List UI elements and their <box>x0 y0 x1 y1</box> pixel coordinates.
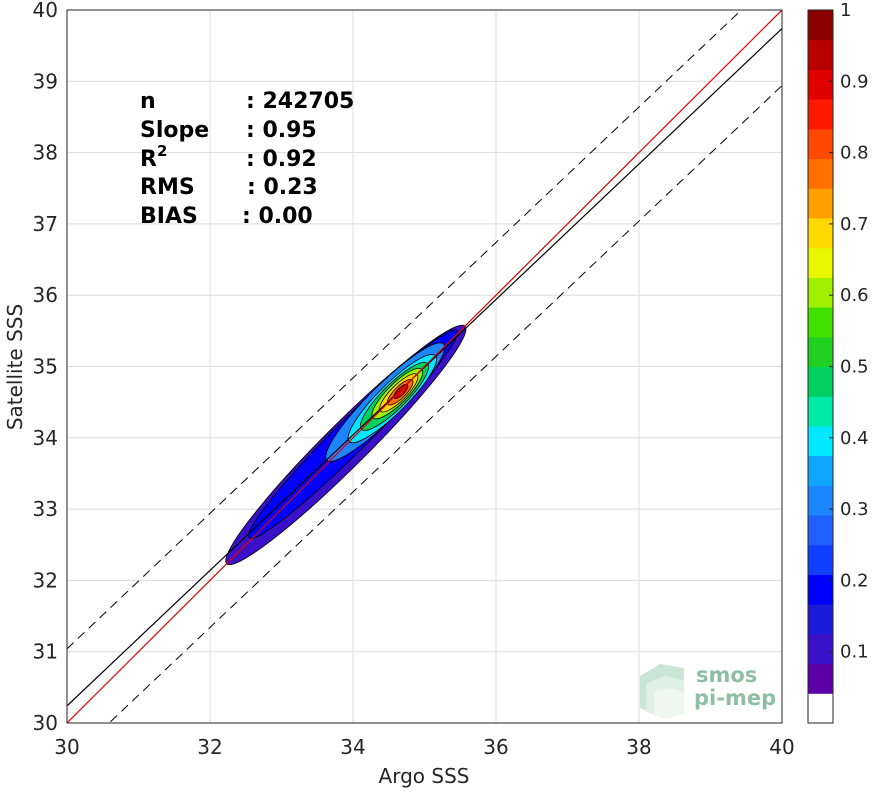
smos-pimep-logo: smos pi-mep <box>640 663 776 718</box>
colorbar-tick-label: 1 <box>840 0 851 21</box>
y-tick-label: 30 <box>33 711 58 735</box>
colorbar-segment <box>808 425 833 457</box>
stat-value: : 0.23 <box>247 175 318 200</box>
colorbar-segment <box>808 693 833 724</box>
colorbar-segment <box>808 99 833 130</box>
colorbar <box>807 9 834 724</box>
y-tick-labels: 30 31 32 33 34 35 36 37 38 39 40 <box>33 0 58 735</box>
colorbar-segment <box>808 39 833 70</box>
colorbar-segment <box>808 277 833 308</box>
y-tick-label: 35 <box>33 355 58 379</box>
colorbar-tick-label: 0.1 <box>840 642 869 663</box>
stat-value: : 0.92 <box>246 147 317 172</box>
x-tick-label: 34 <box>340 735 365 759</box>
stat-label: n <box>140 89 156 114</box>
stat-label: BIAS <box>140 204 198 229</box>
y-tick-label: 32 <box>33 568 58 592</box>
colorbar-segment <box>808 574 833 605</box>
colorbar-segment <box>808 544 833 575</box>
colorbar-segment <box>808 366 833 397</box>
colorbar-segment <box>808 485 833 516</box>
x-tick-label: 30 <box>54 735 79 759</box>
colorbar-segment <box>808 396 833 427</box>
y-tick-label: 33 <box>33 497 58 521</box>
logo-graphic-icon <box>640 664 684 718</box>
y-tick-label: 31 <box>33 640 58 664</box>
colorbar-segment <box>808 158 833 189</box>
colorbar-segment <box>808 515 833 546</box>
y-axis-label: Satellite SSS <box>3 304 27 430</box>
upper-bound-line <box>67 10 743 650</box>
statistics-box: n : 242705 Slope : 0.95 R2 : 0.92 RMS : 0.23 BIA… <box>140 89 354 229</box>
density-contour-level <box>393 384 409 399</box>
stat-value: : 242705 <box>246 89 354 114</box>
y-tick-label: 37 <box>33 212 58 236</box>
colorbar-segment <box>808 217 833 249</box>
colorbar-tick-label: 0.3 <box>840 499 869 520</box>
y-tick-label: 39 <box>33 69 58 93</box>
colorbar-tick-label: 0.6 <box>840 285 869 306</box>
plot-area-border <box>66 9 783 724</box>
colorbar-tick-label: 0.2 <box>840 570 869 591</box>
colorbar-segment <box>808 10 833 41</box>
stat-value: : 0.95 <box>246 118 317 143</box>
colorbar-tick-label: 0.9 <box>840 71 869 92</box>
colorbar-tick-label: 0.7 <box>840 214 869 235</box>
watermark-line1: smos <box>696 663 757 687</box>
colorbar-segment <box>808 336 833 367</box>
stat-label: Slope <box>140 118 209 143</box>
x-tick-label: 36 <box>483 735 508 759</box>
stat-label: RMS <box>140 175 195 200</box>
stat-value: : 0.00 <box>242 204 313 229</box>
colorbar-tick-labels: 0.1 0.2 0.3 0.4 0.5 0.6 0.7 0.8 0.9 1 <box>829 0 869 663</box>
x-tick-label: 32 <box>197 735 222 759</box>
y-tick-label: 34 <box>33 426 58 450</box>
colorbar-segment <box>808 188 833 219</box>
watermark-line2: pi-mep <box>694 686 776 710</box>
colorbar-segment <box>808 247 833 278</box>
colorbar-segment <box>808 633 833 665</box>
colorbar-segment <box>808 663 833 694</box>
colorbar-segment <box>808 604 833 635</box>
colorbar-segment <box>808 69 833 100</box>
stat-superscript: 2 <box>157 142 167 160</box>
x-tick-label: 40 <box>769 735 794 759</box>
colorbar-tick-label: 0.8 <box>840 143 869 164</box>
reference-lines <box>67 10 782 723</box>
colorbar-segment <box>808 128 833 160</box>
colorbar-segment <box>808 307 833 338</box>
x-tick-labels: 30 32 34 36 38 40 <box>54 735 794 759</box>
colorbar-tick-label: 0.5 <box>840 357 869 378</box>
x-tick-label: 38 <box>626 735 651 759</box>
colorbar-tick-label: 0.4 <box>840 428 869 449</box>
y-tick-label: 36 <box>33 283 58 307</box>
colorbar-segment <box>808 455 833 486</box>
y-tick-label: 40 <box>33 0 58 22</box>
stat-label: R2 <box>140 142 167 172</box>
y-tick-label: 38 <box>33 141 58 165</box>
x-axis-label: Argo SSS <box>379 764 470 788</box>
identity-line <box>67 10 782 723</box>
